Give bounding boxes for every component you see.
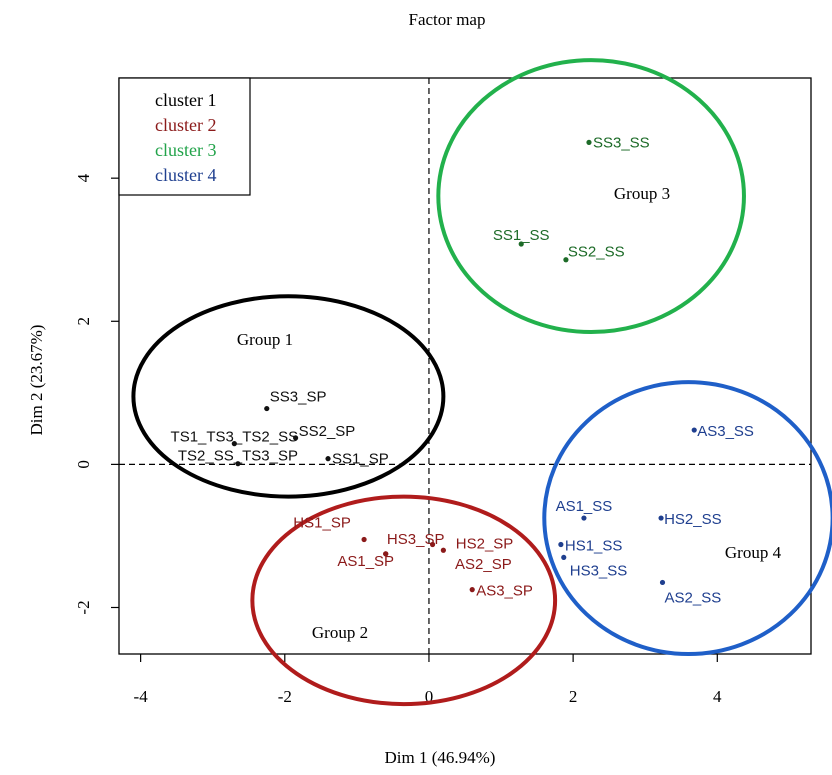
data-point bbox=[325, 456, 331, 462]
point-label: HS2_SP bbox=[456, 536, 514, 553]
point-label: AS3_SS bbox=[697, 423, 754, 440]
data-point bbox=[691, 427, 697, 433]
legend-entry: cluster 1 bbox=[155, 90, 216, 110]
x-tick-label: 0 bbox=[425, 687, 434, 706]
group-ellipse bbox=[542, 380, 832, 656]
data-point bbox=[561, 554, 567, 561]
x-axis-label: Dim 1 (46.94%) bbox=[385, 748, 496, 767]
legend-box bbox=[118, 77, 251, 196]
point-label: AS2_SP bbox=[455, 556, 512, 573]
y-tick-label: 4 bbox=[74, 173, 93, 182]
data-point bbox=[658, 515, 664, 521]
data-point bbox=[659, 579, 666, 586]
chart-title: Factor map bbox=[409, 10, 486, 29]
point-label: HS1_SP bbox=[293, 515, 351, 532]
group-ellipse bbox=[131, 294, 446, 499]
y-axis-label: Dim 2 (23.67%) bbox=[27, 325, 46, 436]
plot-area: -4 -2 0 2 4 -2 0 2 4 Group 1 Group 2 Group 3 Group 4… bbox=[74, 58, 832, 707]
legend-entry: cluster 2 bbox=[155, 115, 216, 135]
point-label: AS2_SS bbox=[665, 589, 722, 606]
point-label: SS2_SP bbox=[299, 423, 356, 440]
x-tick-label: -4 bbox=[134, 687, 149, 706]
legend-entry: cluster 4 bbox=[155, 165, 216, 185]
data-point bbox=[558, 541, 564, 548]
data-point bbox=[429, 541, 436, 548]
data-point bbox=[383, 551, 389, 557]
data-point bbox=[264, 405, 270, 412]
point-label: AS1_SS bbox=[556, 498, 613, 515]
legend-entry: cluster 3 bbox=[155, 140, 216, 160]
group-label: Group 2 bbox=[312, 623, 368, 642]
point-label: HS1_SS bbox=[565, 538, 623, 555]
group-ellipse bbox=[436, 58, 746, 335]
point-label: SS2_SS bbox=[568, 244, 625, 261]
data-point bbox=[361, 536, 367, 543]
y-tick-label: 0 bbox=[74, 460, 93, 469]
y-tick-label: 2 bbox=[74, 317, 93, 326]
data-point bbox=[581, 515, 587, 521]
point-label: SS3_SP bbox=[270, 389, 327, 406]
x-tick-label: -2 bbox=[278, 687, 292, 706]
data-point bbox=[518, 241, 524, 247]
point-label: HS3_SS bbox=[570, 562, 628, 579]
data-point bbox=[440, 547, 446, 553]
point-label: AS1_SP bbox=[337, 553, 394, 570]
point-label: SS3_SS bbox=[593, 134, 650, 151]
data-point bbox=[293, 435, 299, 441]
plot-frame bbox=[118, 77, 812, 655]
point-label: HS3_SP bbox=[387, 531, 445, 548]
point-label: SS1_SP bbox=[332, 451, 389, 468]
group-label: Group 4 bbox=[725, 543, 782, 562]
point-label: AS3_SP bbox=[476, 583, 533, 600]
point-label: SS1_SS bbox=[493, 227, 550, 244]
group-label: Group 1 bbox=[237, 330, 293, 349]
x-tick-label: 2 bbox=[569, 687, 578, 706]
y-tick-label: -2 bbox=[74, 600, 93, 614]
point-label: HS2_SS bbox=[664, 511, 722, 528]
data-point bbox=[469, 587, 475, 593]
data-point bbox=[563, 257, 569, 263]
point-label: TS2_SS_TS3_SP bbox=[178, 448, 298, 465]
group-label: Group 3 bbox=[614, 184, 670, 203]
point-label: TS1_TS3_TS2_SS bbox=[171, 429, 299, 446]
x-tick-label: 4 bbox=[713, 687, 722, 706]
group-ellipse bbox=[250, 494, 558, 707]
data-point bbox=[231, 441, 237, 447]
data-point bbox=[235, 461, 241, 467]
data-point bbox=[586, 139, 592, 145]
